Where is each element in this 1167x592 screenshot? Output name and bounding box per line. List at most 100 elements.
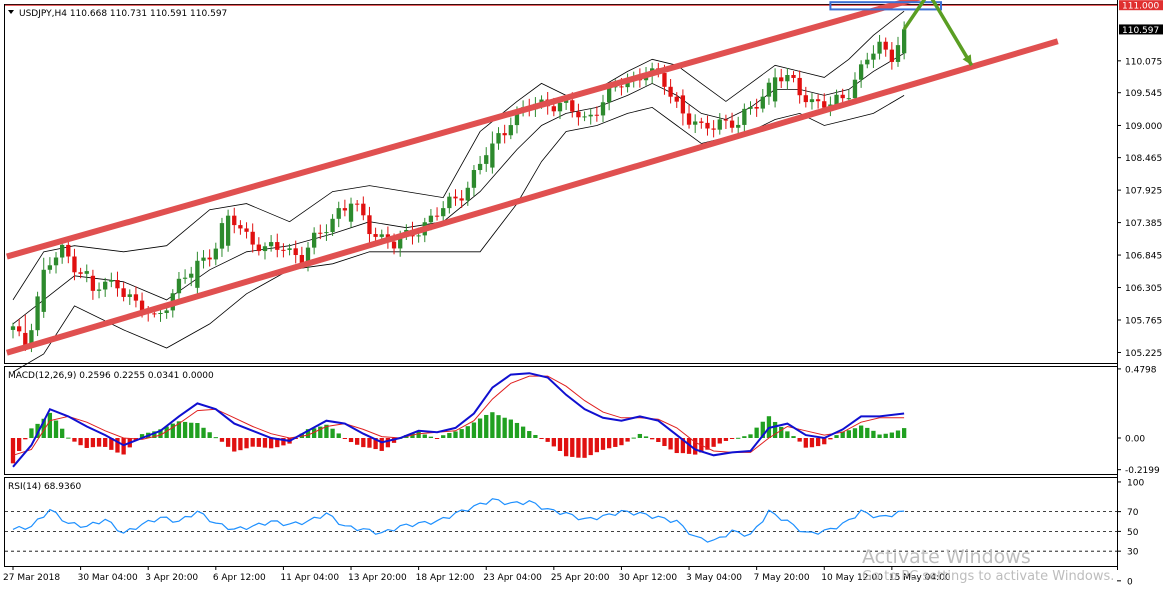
macd-hist-bar-61	[385, 438, 391, 448]
macd-hist-bar-23	[152, 431, 157, 438]
macd-hist-bar-2	[23, 438, 28, 440]
candle-body-116	[723, 119, 729, 121]
macd-hist-bar-54	[342, 438, 348, 439]
candle-body-117	[729, 120, 735, 128]
candle-body-97	[606, 87, 612, 103]
candle-body-73	[459, 198, 464, 201]
price-tick-label-10: 105.765	[1125, 317, 1162, 327]
price-tick-highlighted: 111.000	[1122, 2, 1159, 12]
macd-hist-bar-109	[680, 438, 686, 454]
macd-hist-bar-68	[428, 436, 434, 438]
candle-body-91	[570, 100, 575, 112]
macd-hist-bar-121	[754, 427, 759, 438]
macd-hist-bar-28	[182, 421, 188, 438]
price-tick-label-6: 107.925	[1125, 187, 1162, 197]
macd-hist-bar-133	[828, 438, 833, 440]
candle-body-63	[398, 236, 403, 249]
macd-hist-bar-0	[10, 438, 16, 464]
bollinger-lower	[12, 95, 905, 373]
channel-lower-line[interactable]	[6, 38, 1059, 356]
candle-body-132	[822, 101, 827, 108]
candle-body-127	[791, 75, 796, 78]
macd-hist-bar-126	[785, 431, 790, 438]
candle-body-39	[250, 231, 255, 245]
macd-hist-bar-116	[723, 438, 729, 441]
macd-hist-bar-75	[471, 422, 477, 438]
macd-hist-bar-37	[238, 438, 243, 451]
candle-body-106	[662, 72, 667, 87]
price-tag-111	[1119, 0, 1163, 11]
candle-body-16	[109, 280, 114, 282]
macd-hist-bar-103	[643, 436, 649, 438]
candle-body-70	[441, 208, 446, 217]
macd-hist-bar-83	[520, 426, 526, 438]
macd-hist-bar-69	[434, 438, 440, 439]
macd-hist-bar-57	[361, 438, 366, 448]
macd-hist-bar-56	[355, 438, 360, 445]
macd-hist-bar-79	[496, 415, 501, 438]
macd-hist-bar-86	[539, 438, 544, 439]
macd-hist-bar-13	[90, 438, 96, 448]
candle-body-89	[557, 102, 563, 112]
candle-body-23	[152, 313, 157, 315]
macd-hist-bar-41	[262, 438, 268, 448]
candle-body-139	[865, 59, 870, 65]
candle-body-14	[96, 289, 102, 291]
bollinger-upper	[12, 10, 905, 301]
macd-hist-bar-115	[717, 438, 722, 444]
chart-menu-triangle-icon[interactable]	[8, 10, 14, 14]
macd-hist-bar-40	[256, 438, 261, 447]
macd-hist-bar-78	[490, 412, 495, 438]
candle-body-6	[47, 265, 53, 270]
candle-body-142	[883, 41, 888, 50]
candle-body-40	[256, 244, 261, 252]
candle-body-131	[815, 99, 821, 102]
rsi-tick-label-2: 50	[1127, 528, 1139, 538]
candle-body-49	[311, 232, 317, 248]
candle-body-71	[447, 196, 452, 209]
candle-body-95	[594, 114, 600, 116]
macd-hist-bar-51	[324, 424, 329, 438]
macd-hist-bar-124	[772, 421, 778, 438]
macd-hist-bar-93	[582, 438, 587, 458]
macd-hist-bar-9	[66, 437, 71, 439]
macd-hist-bar-26	[170, 423, 175, 438]
forecast-arrow-path[interactable]	[902, 0, 974, 67]
channel-upper-line[interactable]	[6, 0, 935, 260]
macd-hist-bar-135	[840, 431, 845, 438]
resistance-zone-box[interactable]	[829, 1, 943, 11]
macd-hist-bar-102	[637, 433, 643, 438]
macd-hist-bar-88	[551, 438, 556, 447]
macd-hist-bar-142	[883, 433, 888, 438]
macd-hist-bar-39	[250, 438, 255, 447]
macd-hist-bar-104	[650, 438, 655, 440]
macd-hist-bar-85	[533, 434, 538, 438]
macd-hist-bar-4	[35, 423, 40, 438]
candle-body-15	[103, 281, 108, 290]
candle-body-48	[305, 247, 311, 264]
macd-tick-label-0: 0.4798	[1125, 365, 1157, 375]
candle-body-18	[121, 288, 126, 297]
macd-hist-bar-44	[281, 438, 286, 446]
candle-body-55	[348, 203, 354, 222]
candle-body-36	[232, 215, 237, 226]
candle-body-17	[115, 280, 120, 289]
time-tick-label-9: 30 Apr 12:00	[618, 573, 677, 583]
price-tick-label-3: 109.545	[1125, 89, 1162, 99]
macd-tick-label-2: -0.2199	[1125, 466, 1160, 476]
macd-hist-bar-52	[330, 428, 335, 438]
macd-hist-bar-130	[809, 438, 815, 448]
macd-hist-bar-42	[268, 438, 274, 449]
macd-hist-bar-97	[606, 438, 612, 449]
candle-body-44	[281, 249, 286, 251]
candle-body-120	[748, 106, 753, 109]
macd-hist-bar-117	[729, 438, 735, 439]
macd-hist-bar-89	[557, 438, 563, 451]
candle-body-54	[342, 208, 348, 211]
candle-body-107	[668, 86, 673, 97]
candle-body-100	[625, 80, 630, 88]
macd-signal-line	[12, 375, 905, 456]
macd-hist-bar-33	[213, 437, 218, 439]
